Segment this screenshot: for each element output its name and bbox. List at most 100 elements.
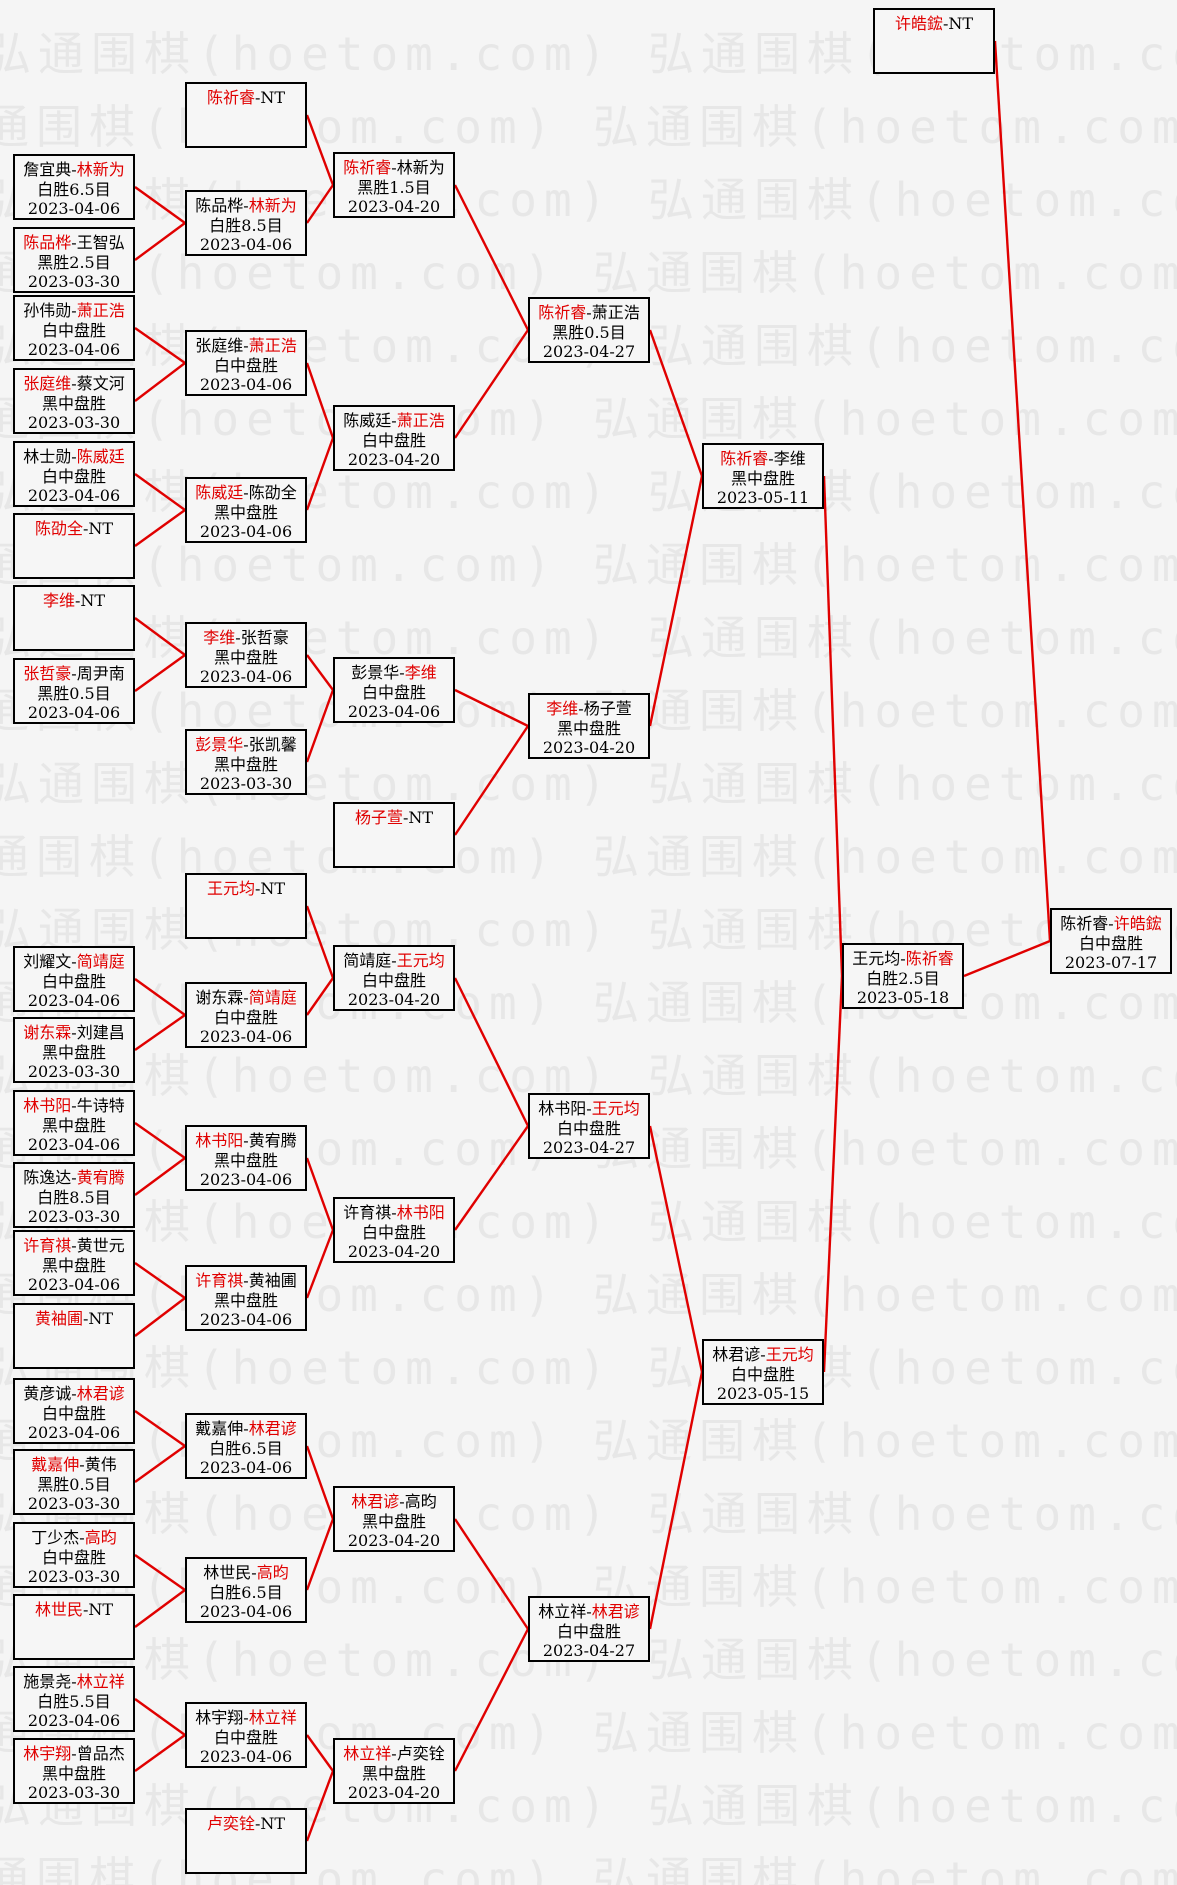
match-box[interactable]: 王元均-陈祈睿 白胜2.5目 2023-05-18 <box>842 943 964 1009</box>
match-box[interactable]: 林宇翔-曾品杰 黑中盘胜 2023-03-30 <box>13 1738 135 1804</box>
player-name: 王智弘 <box>76 233 125 252</box>
player-name: 萧正浩 <box>396 411 445 430</box>
match-box[interactable]: 陈祈睿-林新为 黑胜1.5目 2023-04-20 <box>333 152 455 218</box>
match-date: 2023-04-20 <box>542 738 636 757</box>
connector-line <box>305 114 335 186</box>
player-name: 许皓鋐 <box>1113 914 1162 933</box>
player-name: 张庭维 <box>23 374 72 393</box>
match-box[interactable]: 陈祈睿-李维 黑中盘胜 2023-05-11 <box>702 443 824 509</box>
match-result: 白中盘胜 <box>556 1118 621 1138</box>
match-box[interactable]: 张庭维-蔡文河 黑中盘胜 2023-03-30 <box>13 368 135 434</box>
player-name: 林君谚 <box>248 1419 297 1438</box>
match-box[interactable]: 林君谚-王元均 白中盘胜 2023-05-15 <box>702 1339 824 1405</box>
match-box[interactable]: 李维-NT <box>13 585 135 651</box>
player-separator: - <box>71 952 77 971</box>
match-box[interactable]: 林立祥-林君谚 白中盘胜 2023-04-27 <box>528 1596 650 1662</box>
player-separator: - <box>760 1345 766 1364</box>
match-box[interactable]: 林宇翔-林立祥 白中盘胜 2023-04-06 <box>185 1702 307 1768</box>
match-date: 2023-03-30 <box>27 1567 121 1586</box>
player-name: NT <box>260 88 286 107</box>
match-box[interactable]: 张哲豪-周尹南 黑胜0.5目 2023-04-06 <box>13 658 135 724</box>
match-box[interactable]: 戴嘉伸-黄伟 黑胜0.5目 2023-03-30 <box>13 1449 135 1515</box>
match-box[interactable]: 许育祺-黄袖圃 黑中盘胜 2023-04-06 <box>185 1265 307 1331</box>
match-result: 黑中盘胜 <box>361 1511 426 1531</box>
watermark-text: 弘通围棋(hoetom.com) 弘通围棋(hoetom.com) 弘通围棋(h… <box>0 538 1177 592</box>
match-date: 2023-05-11 <box>716 488 810 507</box>
player-name: 林立祥 <box>538 1602 587 1621</box>
match-date: 2023-05-15 <box>716 1384 810 1403</box>
player-name: 林书阳 <box>195 1131 244 1150</box>
match-box[interactable]: 刘耀文-简靖庭 白中盘胜 2023-04-06 <box>13 946 135 1012</box>
match-box[interactable]: 谢东霖-简靖庭 白中盘胜 2023-04-06 <box>185 982 307 1048</box>
match-players: 杨子萱-NT <box>335 808 453 828</box>
match-box[interactable]: 许皓鋐-NT <box>873 8 995 74</box>
player-name: 孙伟勋 <box>23 301 72 320</box>
match-box[interactable]: 陈品桦-王智弘 黑胜2.5目 2023-03-30 <box>13 227 135 293</box>
connector-line <box>134 362 186 402</box>
match-box[interactable]: 林世民-NT <box>13 1594 135 1660</box>
match-box[interactable]: 黄彦诚-林君谚 白中盘胜 2023-04-06 <box>13 1378 135 1444</box>
match-box[interactable]: 陈品桦-林新为 白胜8.5目 2023-04-06 <box>185 190 307 256</box>
match-players: 陈威廷-陈劭全 <box>187 483 305 503</box>
match-players: 林君谚-高昀 <box>335 1492 453 1512</box>
match-players: 林立祥-卢奕铨 <box>335 1744 453 1764</box>
match-box[interactable]: 孙伟勋-萧正浩 白中盘胜 2023-04-06 <box>13 295 135 361</box>
match-box[interactable]: 李维-张哲豪 黑中盘胜 2023-04-06 <box>185 622 307 688</box>
player-separator: - <box>71 1096 77 1115</box>
match-box[interactable]: 施景尧-林立祥 白胜5.5目 2023-04-06 <box>13 1666 135 1732</box>
match-date: 2023-04-27 <box>542 342 636 361</box>
match-players: 李维-张哲豪 <box>187 628 305 648</box>
match-box[interactable]: 简靖庭-王元均 白中盘胜 2023-04-20 <box>333 945 455 1011</box>
match-box[interactable]: 林立祥-卢奕铨 黑中盘胜 2023-04-20 <box>333 1738 455 1804</box>
match-box[interactable]: 陈劭全-NT <box>13 513 135 579</box>
match-date: 2023-04-20 <box>347 990 441 1009</box>
player-name: 林君谚 <box>591 1602 640 1621</box>
match-box[interactable]: 谢东霖-刘建昌 黑中盘胜 2023-03-30 <box>13 1017 135 1083</box>
match-box[interactable]: 詹宜典-林新为 白胜6.5目 2023-04-06 <box>13 154 135 220</box>
player-name: 许育祺 <box>195 1271 244 1290</box>
match-box[interactable]: 戴嘉伸-林君谚 白胜6.5目 2023-04-06 <box>185 1413 307 1479</box>
match-box[interactable]: 彭景华-张凯馨 黑中盘胜 2023-03-30 <box>185 729 307 795</box>
match-box[interactable]: 林士勋-陈威廷 白中盘胜 2023-04-06 <box>13 441 135 507</box>
match-box[interactable]: 李维-杨子萱 黑中盘胜 2023-04-20 <box>528 693 650 759</box>
match-box[interactable]: 彭景华-李维 白中盘胜 2023-04-06 <box>333 657 455 723</box>
match-box[interactable]: 杨子萱-NT <box>333 802 455 868</box>
player-name: 林世民 <box>34 1600 83 1619</box>
match-box[interactable]: 陈威廷-萧正浩 白中盘胜 2023-04-20 <box>333 405 455 471</box>
match-box[interactable]: 陈祈睿-萧正浩 黑胜0.5目 2023-04-27 <box>528 297 650 363</box>
match-date: 2023-04-20 <box>347 197 441 216</box>
match-box[interactable]: 黄袖圃-NT <box>13 1303 135 1369</box>
player-separator: - <box>71 160 77 179</box>
match-players: 许育祺-黄世元 <box>15 1236 133 1256</box>
match-box[interactable]: 卢奕铨-NT <box>185 1808 307 1874</box>
match-box[interactable]: 林世民-高昀 白胜6.5目 2023-04-06 <box>185 1557 307 1623</box>
match-box[interactable]: 陈威廷-陈劭全 黑中盘胜 2023-04-06 <box>185 477 307 543</box>
match-box[interactable]: 林君谚-高昀 黑中盘胜 2023-04-20 <box>333 1486 455 1552</box>
player-separator: - <box>79 1528 85 1547</box>
match-box[interactable]: 林书阳-黄宥腾 黑中盘胜 2023-04-06 <box>185 1125 307 1191</box>
match-box[interactable]: 王元均-NT <box>185 873 307 939</box>
match-result: 白胜6.5目 <box>37 179 111 199</box>
match-players: 陈祈睿-萧正浩 <box>530 303 648 323</box>
player-name: 陈威廷 <box>343 411 392 430</box>
match-box[interactable]: 丁少杰-高昀 白中盘胜 2023-03-30 <box>13 1522 135 1588</box>
match-players: 刘耀文-简靖庭 <box>15 952 133 972</box>
match-box[interactable]: 许育祺-黄世元 黑中盘胜 2023-04-06 <box>13 1230 135 1296</box>
match-result: 白中盘胜 <box>213 355 278 375</box>
match-box[interactable]: 林书阳-牛诗特 黑中盘胜 2023-04-06 <box>13 1090 135 1156</box>
player-name: 陈祈睿 <box>1060 914 1109 933</box>
player-name: 黄伟 <box>84 1455 117 1474</box>
player-name: 陈劭全 <box>248 483 297 502</box>
match-result: 白胜6.5目 <box>209 1438 283 1458</box>
match-box[interactable]: 陈逸达-黄宥腾 白胜8.5目 2023-03-30 <box>13 1162 135 1228</box>
match-box[interactable]: 陈祈睿-NT <box>185 82 307 148</box>
match-players: 陈品桦-王智弘 <box>15 233 133 253</box>
player-name: 林君谚 <box>351 1492 400 1511</box>
player-name: 陈品桦 <box>195 196 244 215</box>
match-box[interactable]: 林书阳-王元均 白中盘胜 2023-04-27 <box>528 1093 650 1159</box>
match-box[interactable]: 许育祺-林书阳 白中盘胜 2023-04-20 <box>333 1197 455 1263</box>
match-box[interactable]: 陈祈睿-许皓鋐 白中盘胜 2023-07-17 <box>1050 908 1172 974</box>
connector-line <box>453 184 530 331</box>
match-box[interactable]: 张庭维-萧正浩 白中盘胜 2023-04-06 <box>185 330 307 396</box>
player-name: 林立祥 <box>343 1744 392 1763</box>
